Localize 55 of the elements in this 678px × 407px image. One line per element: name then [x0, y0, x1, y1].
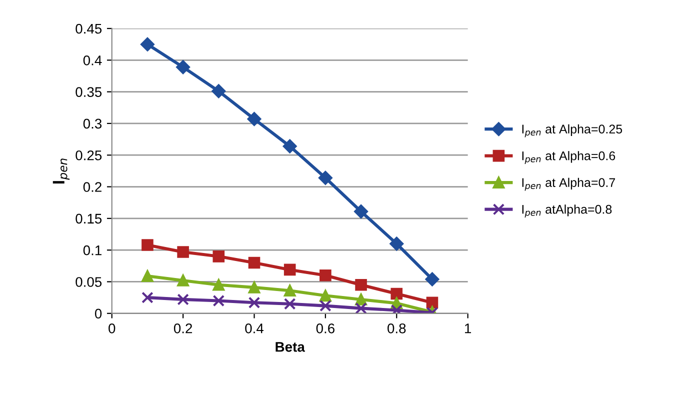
legend-label: I$_{pen}$ atAlpha=0.8: [522, 204, 612, 218]
y-tick-label: 0.25: [76, 150, 102, 160]
point: [142, 239, 154, 251]
point: [212, 278, 225, 291]
x-tick-label: 0.2: [174, 323, 192, 334]
point: [176, 60, 190, 74]
x-tick-label: 0.6: [316, 323, 334, 334]
x-tick-label: 0.4: [245, 323, 264, 334]
y-tick-label: 0.45: [76, 24, 102, 34]
point: [320, 290, 332, 302]
legend-label: I$_{pen}$ at Alpha=0.7: [522, 178, 615, 191]
y-tick-label: 0.3: [83, 118, 102, 129]
point: [425, 272, 440, 286]
point: [177, 274, 189, 286]
point: [212, 250, 225, 262]
point: [355, 294, 367, 306]
x-tick-label: 1: [465, 324, 472, 334]
point: [140, 37, 154, 52]
point: [248, 256, 260, 269]
y-tick-label: 0.05: [76, 277, 102, 287]
point: [320, 269, 332, 282]
point: [212, 294, 225, 307]
point: [355, 302, 367, 314]
point: [248, 282, 260, 294]
point: [212, 84, 226, 98]
point: [390, 304, 403, 314]
point: [426, 296, 438, 309]
point: [284, 284, 296, 297]
x-axis-title: Beta: [276, 342, 305, 352]
point: [177, 246, 189, 258]
point: [354, 204, 368, 218]
y-tick-label: 0: [94, 308, 102, 319]
point: [390, 236, 404, 251]
y-tick-label: 0.2: [83, 182, 102, 192]
legend-label: I$_{pen}$ at Alpha=0.25: [522, 124, 622, 138]
y-tick-label: 0.1: [83, 245, 102, 256]
y-tick-label: 0.4: [83, 55, 102, 66]
y-tick-label: 0.35: [76, 87, 102, 97]
point: [142, 292, 154, 304]
point: [318, 170, 332, 185]
point: [142, 270, 154, 282]
point: [282, 139, 297, 154]
point: [355, 278, 367, 291]
y-tick-label: 0.15: [76, 214, 102, 224]
point: [248, 296, 260, 309]
point: [284, 298, 296, 310]
point: [284, 264, 296, 276]
point: [177, 294, 189, 306]
x-tick-label: 0.8: [388, 323, 406, 334]
point: [390, 288, 403, 300]
point: [247, 112, 262, 126]
y-axis-title: I$_{pen}$: [52, 158, 70, 184]
x-tick-label: 0: [108, 323, 116, 334]
legend-label: I$_{pen}$ at Alpha=0.6: [522, 151, 616, 164]
point: [320, 300, 332, 312]
